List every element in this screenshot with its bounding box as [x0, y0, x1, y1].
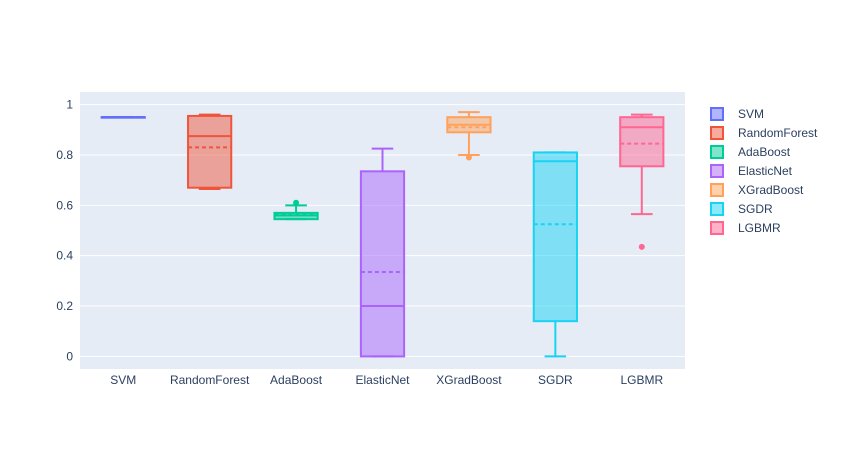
legend-swatch	[710, 221, 724, 235]
legend[interactable]: SVM RandomForest AdaBoost ElasticNet XGradBo…	[710, 107, 818, 235]
legend-label: XGradBoost	[738, 183, 804, 197]
box-sgdr	[532, 151, 578, 358]
box-svm	[100, 116, 146, 119]
legend-label: SGDR	[738, 202, 773, 216]
legend-item-sgdr[interactable]: SGDR	[710, 202, 773, 216]
legend-label: RandomForest	[738, 126, 818, 140]
legend-swatch	[710, 145, 724, 159]
x-tick-label: AdaBoost	[270, 373, 323, 387]
box-elasticnet	[359, 147, 406, 358]
legend-swatch	[710, 164, 724, 178]
legend-label: ElasticNet	[738, 164, 793, 178]
y-tick-label: 0.6	[56, 198, 73, 212]
outlier-point	[465, 154, 472, 161]
x-tick-label: SGDR	[538, 373, 573, 387]
legend-label: SVM	[738, 107, 764, 121]
legend-swatch	[710, 107, 724, 121]
box-iqr	[532, 151, 578, 323]
legend-item-svm[interactable]: SVM	[710, 107, 764, 121]
y-tick-label: 0	[66, 349, 73, 363]
legend-swatch	[710, 126, 724, 140]
box-adaboost	[273, 199, 319, 221]
x-tick-label: RandomForest	[170, 373, 250, 387]
legend-swatch	[710, 202, 724, 216]
legend-label: AdaBoost	[738, 145, 791, 159]
boxes	[100, 111, 665, 358]
x-tick-label: SVM	[110, 373, 136, 387]
box-lgbmr	[619, 113, 665, 250]
x-tick-labels: SVM RandomForest AdaBoost ElasticNet XGradBo…	[110, 373, 663, 387]
legend-item-adaboost[interactable]: AdaBoost	[710, 145, 791, 159]
legend-label: LGBMR	[738, 221, 781, 235]
outlier-point	[638, 243, 645, 250]
box-iqr	[187, 114, 233, 189]
box-randomforest	[187, 113, 233, 190]
box-iqr	[359, 170, 406, 358]
y-tick-label: 1	[66, 98, 73, 112]
legend-item-randomforest[interactable]: RandomForest	[710, 126, 818, 140]
x-tick-label: XGradBoost	[436, 373, 502, 387]
legend-item-elasticnet[interactable]: ElasticNet	[710, 164, 793, 178]
y-tick-label: 0.2	[56, 299, 73, 313]
legend-item-lgbmr[interactable]: LGBMR	[710, 221, 781, 235]
box-xgradboost	[446, 111, 492, 161]
y-tick-label: 0.4	[56, 249, 73, 263]
y-tick-label: 0.8	[56, 148, 73, 162]
x-tick-label: ElasticNet	[355, 373, 410, 387]
outlier-point	[293, 199, 300, 206]
legend-item-xgradboost[interactable]: XGradBoost	[710, 183, 804, 197]
x-tick-label: LGBMR	[620, 373, 663, 387]
y-tick-labels: 0 0.2 0.4 0.6 0.8 1	[56, 98, 73, 364]
legend-swatch	[710, 183, 724, 197]
box-iqr	[619, 116, 665, 168]
